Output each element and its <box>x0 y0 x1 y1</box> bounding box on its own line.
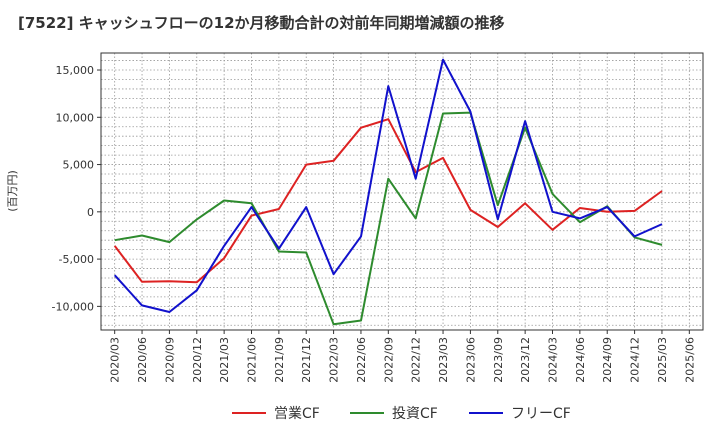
x-tick-label: 2020/12 <box>191 337 204 383</box>
x-tick-label: 2021/09 <box>273 337 286 383</box>
x-tick-label: 2024/03 <box>547 337 560 383</box>
x-tick-label: 2023/06 <box>464 337 477 383</box>
x-tick-label: 2024/06 <box>574 337 587 383</box>
x-tick-label: 2025/06 <box>683 337 696 383</box>
y-axis-label: (百万円) <box>6 170 19 212</box>
plot-area <box>101 53 703 330</box>
x-tick-label: 2020/09 <box>163 337 176 383</box>
legend-label: フリーCF <box>511 406 571 422</box>
x-tick-label: 2023/03 <box>437 337 450 383</box>
x-tick-label: 2022/03 <box>328 337 341 383</box>
series-line-2 <box>114 111 663 326</box>
x-tick-label: 2024/12 <box>629 337 642 383</box>
x-tick-label: 2022/06 <box>355 337 368 383</box>
x-tick-label: 2022/09 <box>382 337 395 383</box>
x-tick-label: 2021/12 <box>300 337 313 383</box>
y-tick-label: 5,000 <box>63 159 95 172</box>
y-tick-label: 15,000 <box>56 64 95 77</box>
x-tick-label: 2020/06 <box>136 337 149 383</box>
series-line-3 <box>113 58 663 313</box>
x-tick-label: 2021/03 <box>218 337 231 383</box>
y-tick-label: 10,000 <box>56 111 95 124</box>
x-tick-label: 2023/12 <box>519 337 532 383</box>
x-tick-label: 2020/03 <box>109 337 122 383</box>
y-tick-label: -5,000 <box>59 253 94 266</box>
chart-title: [7522] キャッシュフローの12か月移動合計の対前年同期増減額の推移 <box>18 14 505 32</box>
plot-border <box>100 52 704 331</box>
legend-label: 営業CF <box>274 406 320 422</box>
x-tick-label: 2022/12 <box>410 337 423 383</box>
x-tick-label: 2025/03 <box>656 337 669 383</box>
x-tick-label: 2024/09 <box>601 337 614 383</box>
x-tick-label: 2021/06 <box>246 337 259 383</box>
y-tick-label: -10,000 <box>52 300 94 313</box>
x-tick-label: 2023/09 <box>492 337 505 383</box>
legend-label: 投資CF <box>392 406 438 422</box>
y-tick-label: 0 <box>87 206 94 219</box>
